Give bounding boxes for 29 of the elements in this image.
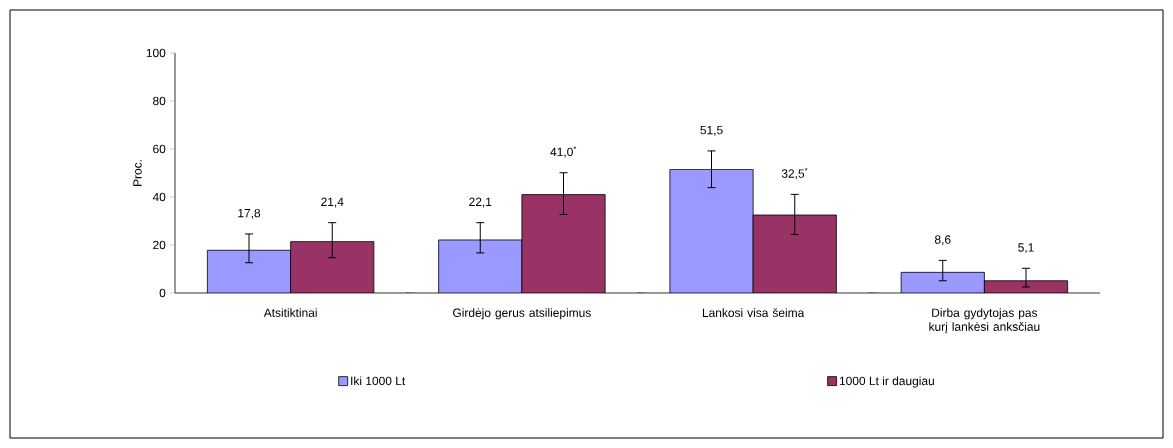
y-tick-label: 20 <box>153 240 166 250</box>
data-label: 51,5 <box>700 125 723 136</box>
bar <box>521 194 606 293</box>
bar <box>207 250 291 293</box>
x-tick-label: Lankosi visa šeima <box>702 308 805 317</box>
data-label: 21,4 <box>321 197 344 208</box>
x-tick-label: Atsitiktinai <box>263 308 317 317</box>
y-axis-title: Proc. <box>133 160 142 186</box>
data-label: 32,5$^{*}$ <box>781 167 808 180</box>
bar <box>438 239 522 293</box>
bar <box>983 280 1069 293</box>
legend-label: Iki 1000 Lt <box>351 376 406 386</box>
bar <box>290 241 374 293</box>
data-label: 41,0$^{*}$ <box>550 146 577 158</box>
y-tick-label: 100 <box>146 48 166 58</box>
bar <box>900 271 985 293</box>
data-label: 5,1 <box>1018 243 1034 254</box>
data-label: 17,8 <box>238 208 261 219</box>
y-tick-label: 60 <box>153 144 166 154</box>
bar <box>669 169 754 293</box>
x-tick-label: Dirba gydytojas pas kurį lankėsi anksčiau <box>929 308 1040 334</box>
y-tick-label: 40 <box>152 192 166 202</box>
x-tick-label: Girdėjo gerus atsiliepimus <box>453 308 591 320</box>
legend-label: 1000 Lt ir daugiau <box>839 376 934 388</box>
bar <box>753 215 837 293</box>
y-tick-label: 80 <box>153 96 166 106</box>
data-label: 22,1 <box>469 197 492 208</box>
y-tick-label: 0 <box>159 288 166 298</box>
data-label: 8,6 <box>934 235 951 246</box>
